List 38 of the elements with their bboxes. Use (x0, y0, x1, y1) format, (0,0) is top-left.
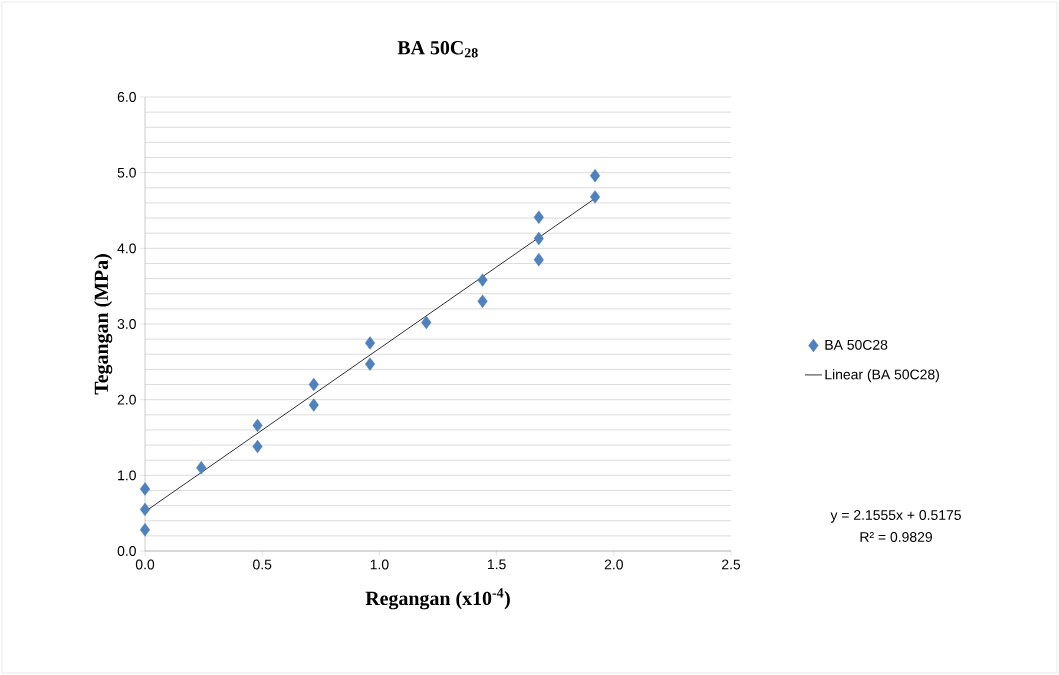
point (533, 210, 544, 224)
point (533, 231, 544, 246)
y-tick-label: 1.0 (118, 470, 136, 481)
x-tick-label: 2.5 (722, 559, 741, 570)
point (364, 336, 376, 350)
point (590, 190, 601, 204)
point (139, 523, 151, 537)
y-tick-label: 3.0 (117, 319, 136, 329)
point (308, 398, 319, 412)
y-tick-label: 0.0 (117, 546, 136, 556)
point (252, 418, 263, 433)
point (252, 439, 263, 454)
point (139, 482, 151, 496)
x-tick-label: 1.0 (370, 559, 389, 570)
legend-label: BA 50C28 (825, 339, 888, 350)
point (308, 377, 319, 392)
point (364, 357, 376, 371)
text: R² = 0.9829 (860, 532, 932, 542)
point (196, 461, 207, 475)
x-axis-title: Regangan (x10$^{-4}$) (365, 588, 510, 610)
point (139, 502, 151, 517)
text: y = 2.1555x + 0.5175 (830, 510, 961, 523)
y-tick-label: 5.0 (117, 167, 136, 178)
x-tick-label: 1.5 (487, 559, 506, 570)
y-axis-title: Tegangan (MPa) (94, 254, 113, 395)
legend-label: Linear (BA 50C28) (825, 369, 939, 383)
x-tick-label: 2.0 (604, 559, 623, 570)
x-tick-label: 0.5 (253, 559, 272, 570)
point (477, 294, 488, 308)
y-tick-label: 4.0 (117, 243, 136, 254)
point (421, 315, 432, 330)
point (477, 273, 488, 287)
x-tick-label: 0.0 (135, 559, 155, 570)
point (590, 169, 601, 183)
chart-title: BA 50C$_{28}$ (397, 41, 478, 58)
point (533, 253, 544, 267)
y-tick-label: 6.0 (117, 92, 136, 102)
y-tick-label: 2.0 (117, 394, 136, 405)
